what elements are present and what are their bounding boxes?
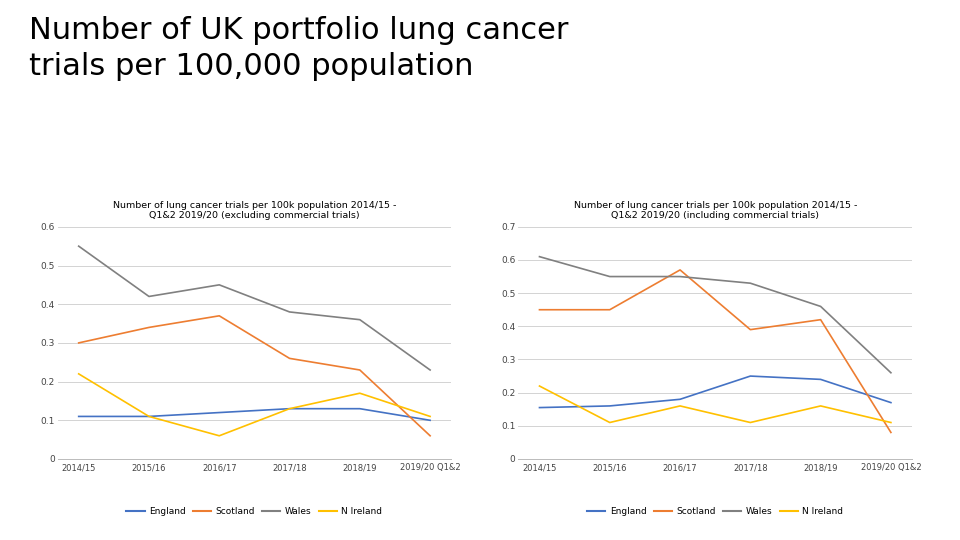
Legend: England, Scotland, Wales, N Ireland: England, Scotland, Wales, N Ireland <box>584 503 847 519</box>
Title: Number of lung cancer trials per 100k population 2014/15 -
Q1&2 2019/20 (includi: Number of lung cancer trials per 100k po… <box>573 201 857 220</box>
Legend: England, Scotland, Wales, N Ireland: England, Scotland, Wales, N Ireland <box>123 503 386 519</box>
Text: Number of UK portfolio lung cancer
trials per 100,000 population: Number of UK portfolio lung cancer trial… <box>29 16 568 81</box>
Title: Number of lung cancer trials per 100k population 2014/15 -
Q1&2 2019/20 (excludi: Number of lung cancer trials per 100k po… <box>112 201 396 220</box>
